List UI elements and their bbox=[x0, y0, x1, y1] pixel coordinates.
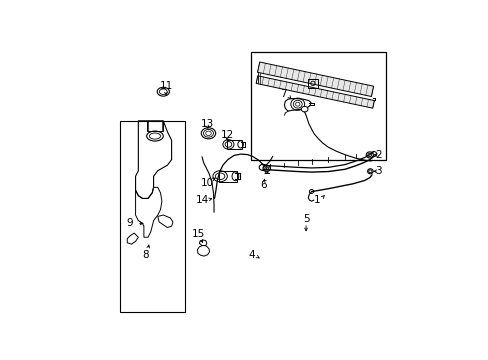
Text: 10: 10 bbox=[201, 178, 214, 188]
Text: 2: 2 bbox=[375, 150, 382, 160]
Text: 3: 3 bbox=[375, 166, 382, 176]
Ellipse shape bbox=[366, 152, 373, 158]
Text: 8: 8 bbox=[142, 250, 148, 260]
Text: 13: 13 bbox=[201, 118, 214, 129]
Bar bbox=[218, 171, 236, 182]
Bar bbox=[250, 51, 386, 159]
Ellipse shape bbox=[259, 164, 266, 170]
Ellipse shape bbox=[367, 169, 372, 174]
Polygon shape bbox=[257, 62, 373, 96]
Text: 5: 5 bbox=[302, 214, 309, 224]
Text: 15: 15 bbox=[191, 229, 204, 239]
Text: 6: 6 bbox=[259, 180, 266, 190]
Bar bbox=[307, 79, 317, 87]
Text: 14: 14 bbox=[195, 195, 208, 205]
Text: 12: 12 bbox=[220, 130, 233, 140]
Bar bbox=[227, 140, 241, 149]
Text: 11: 11 bbox=[159, 81, 172, 91]
Bar bbox=[120, 121, 185, 312]
Text: 1: 1 bbox=[313, 195, 320, 205]
Polygon shape bbox=[256, 76, 374, 108]
Text: 4: 4 bbox=[248, 250, 255, 260]
Bar bbox=[146, 121, 163, 131]
Text: 9: 9 bbox=[126, 219, 133, 228]
Ellipse shape bbox=[370, 152, 376, 157]
Text: 7: 7 bbox=[280, 90, 286, 99]
Ellipse shape bbox=[301, 107, 307, 112]
